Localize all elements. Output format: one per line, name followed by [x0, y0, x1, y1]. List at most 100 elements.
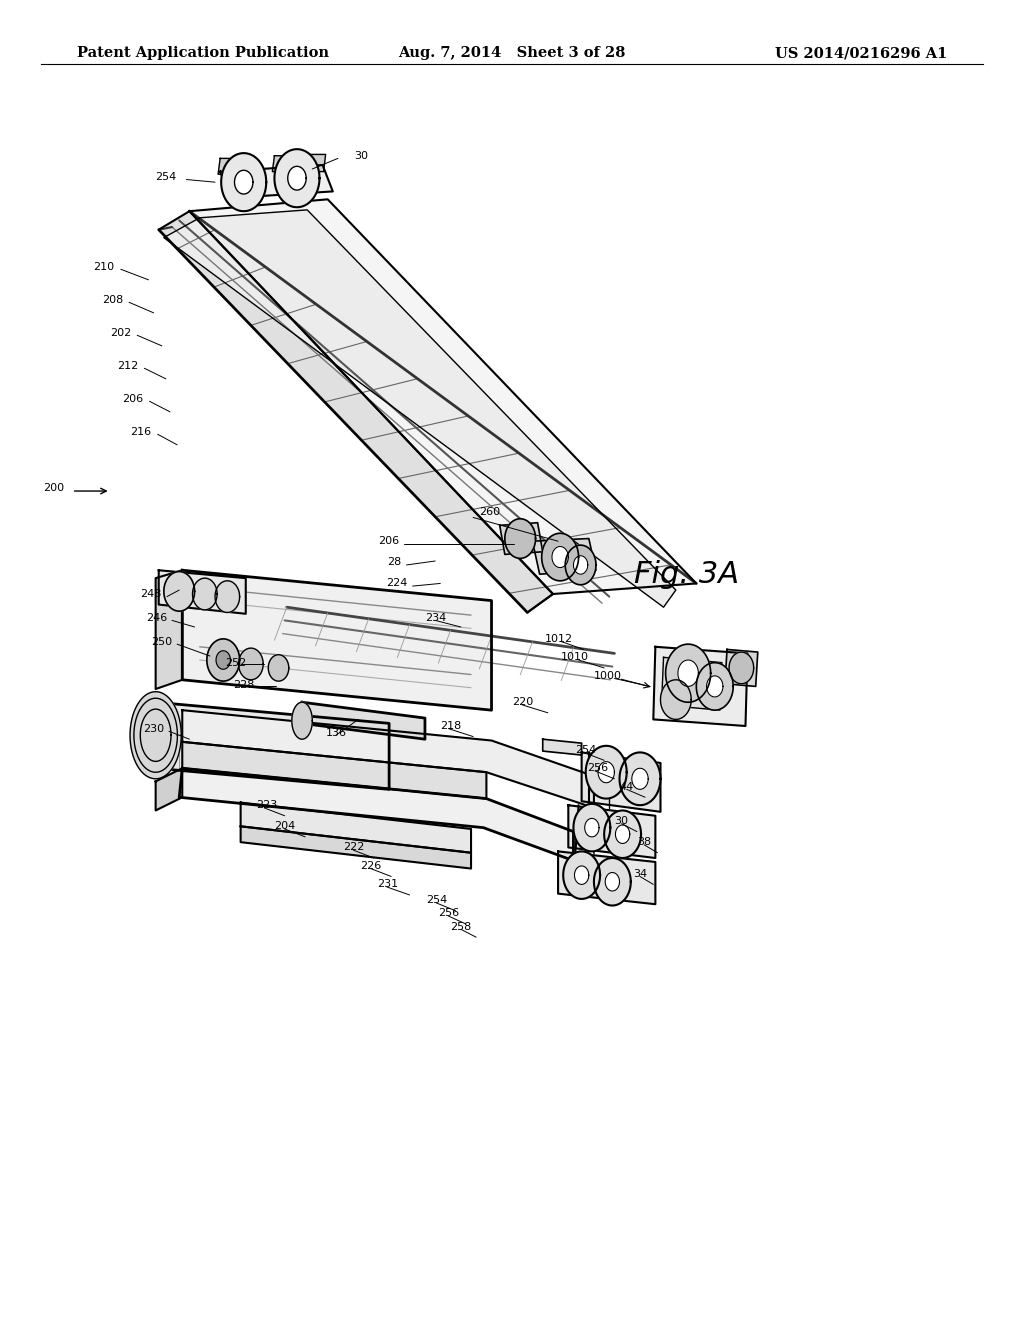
Polygon shape [221, 153, 266, 211]
Text: 258: 258 [451, 921, 472, 932]
Text: 230: 230 [142, 723, 164, 734]
Text: 206: 206 [122, 393, 143, 404]
Polygon shape [660, 680, 691, 719]
Text: 30: 30 [354, 150, 369, 161]
Text: 204: 204 [274, 821, 296, 832]
Polygon shape [130, 692, 181, 779]
Polygon shape [292, 702, 312, 739]
Polygon shape [552, 546, 568, 568]
Polygon shape [207, 639, 240, 681]
Polygon shape [182, 570, 492, 710]
Text: 250: 250 [151, 636, 172, 647]
Polygon shape [662, 657, 722, 710]
Text: 30: 30 [614, 816, 629, 826]
Text: 256: 256 [438, 908, 460, 919]
Text: 220: 220 [512, 697, 534, 708]
Text: 44: 44 [620, 781, 634, 792]
Text: 228: 228 [233, 680, 255, 690]
Text: 208: 208 [101, 294, 123, 305]
Polygon shape [179, 768, 573, 861]
Polygon shape [215, 581, 240, 612]
Polygon shape [565, 545, 596, 585]
Polygon shape [604, 810, 641, 858]
Text: Aug. 7, 2014   Sheet 3 of 28: Aug. 7, 2014 Sheet 3 of 28 [398, 46, 626, 61]
Polygon shape [632, 768, 648, 789]
Polygon shape [505, 519, 536, 558]
Polygon shape [574, 866, 589, 884]
Polygon shape [302, 702, 425, 739]
Polygon shape [241, 803, 471, 853]
Polygon shape [620, 752, 660, 805]
Text: Patent Application Publication: Patent Application Publication [77, 46, 329, 61]
Polygon shape [543, 739, 582, 755]
Polygon shape [653, 647, 748, 726]
Polygon shape [218, 158, 236, 174]
Text: 1000: 1000 [594, 671, 622, 681]
Polygon shape [542, 533, 579, 581]
Polygon shape [558, 851, 655, 904]
Text: 38: 38 [637, 837, 651, 847]
Polygon shape [274, 149, 319, 207]
Text: 218: 218 [440, 721, 462, 731]
Text: 226: 226 [360, 861, 382, 871]
Text: 248: 248 [140, 589, 162, 599]
Polygon shape [615, 825, 630, 843]
Polygon shape [156, 768, 182, 810]
Polygon shape [594, 858, 631, 906]
Text: 216: 216 [130, 426, 152, 437]
Polygon shape [193, 578, 217, 610]
Polygon shape [666, 644, 711, 702]
Polygon shape [568, 805, 655, 858]
Polygon shape [563, 851, 600, 899]
Polygon shape [134, 698, 177, 772]
Text: US 2014/0216296 A1: US 2014/0216296 A1 [775, 46, 947, 61]
Polygon shape [164, 210, 676, 607]
Polygon shape [582, 752, 660, 812]
Polygon shape [234, 170, 253, 194]
Polygon shape [216, 651, 230, 669]
Text: 34: 34 [633, 869, 647, 879]
Polygon shape [585, 818, 599, 837]
Text: 224: 224 [386, 578, 408, 589]
Text: 246: 246 [145, 612, 167, 623]
Polygon shape [303, 154, 326, 172]
Text: 234: 234 [425, 612, 446, 623]
Polygon shape [288, 166, 306, 190]
Text: 1012: 1012 [545, 634, 572, 644]
Text: 231: 231 [377, 879, 398, 890]
Text: 210: 210 [93, 261, 115, 272]
Polygon shape [189, 199, 696, 594]
Text: 254: 254 [426, 895, 447, 906]
Polygon shape [586, 746, 627, 799]
Polygon shape [272, 156, 292, 172]
Polygon shape [500, 523, 543, 554]
Polygon shape [725, 649, 758, 686]
Text: 254: 254 [155, 172, 176, 182]
Polygon shape [159, 211, 553, 612]
Text: 252: 252 [225, 657, 247, 668]
Polygon shape [678, 660, 698, 686]
Polygon shape [241, 826, 471, 869]
Text: 202: 202 [110, 327, 131, 338]
Polygon shape [532, 539, 596, 574]
Polygon shape [729, 652, 754, 684]
Text: 212: 212 [117, 360, 138, 371]
Polygon shape [696, 663, 733, 710]
Text: 136: 136 [326, 727, 347, 738]
Polygon shape [268, 655, 289, 681]
Polygon shape [182, 710, 594, 808]
Polygon shape [239, 648, 263, 680]
Text: 254: 254 [575, 744, 597, 755]
Polygon shape [156, 702, 389, 789]
Polygon shape [156, 570, 182, 689]
Text: 206: 206 [378, 536, 399, 546]
Polygon shape [140, 709, 171, 762]
Text: Fig. 3A: Fig. 3A [634, 560, 738, 589]
Polygon shape [164, 572, 195, 611]
Polygon shape [605, 873, 620, 891]
Polygon shape [220, 165, 333, 198]
Text: 260: 260 [479, 507, 501, 517]
Text: 256: 256 [587, 763, 608, 774]
Text: 28: 28 [387, 557, 401, 568]
Polygon shape [159, 570, 246, 614]
